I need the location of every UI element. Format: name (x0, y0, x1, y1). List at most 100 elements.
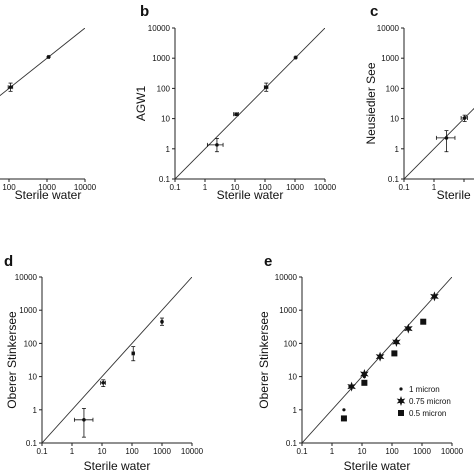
data-point-marker (131, 351, 136, 356)
data-point-marker (8, 85, 13, 89)
y-tick-label: 10000 (275, 273, 298, 282)
y-tick-label: 1 (166, 145, 171, 154)
legend-label: 0.75 micron (409, 397, 451, 406)
panel-e: 0.1 1 10 100 1000 10000 0.1 1 10 100 1000 10000 1 mi… (257, 253, 464, 473)
data-point (460, 114, 468, 122)
y-tick-label: 10000 (377, 24, 400, 33)
y-tick-label: 100 (157, 84, 171, 93)
data-point (293, 55, 298, 60)
data-point-marker (46, 55, 51, 59)
y-tick-label: 1000 (279, 306, 297, 315)
y-tick-label: 0.1 (159, 175, 171, 184)
y-axis-title: Neusiedler See (364, 62, 378, 144)
y-tick-label: 1 (395, 145, 400, 154)
x-tick-label: 0.1 (398, 183, 410, 192)
data-point-marker (82, 417, 86, 422)
x-tick-label: 1 (70, 447, 75, 456)
x-tick-label: 0.1 (296, 447, 308, 456)
data-point-marker (160, 319, 164, 324)
panel-letter: e (264, 253, 272, 270)
x-tick-label: 10000 (181, 447, 204, 456)
series-point-square (340, 415, 347, 422)
y-tick-label: 10000 (148, 24, 171, 33)
x-tick-label: 100 (258, 183, 272, 192)
x-tick-label: 1000 (286, 183, 304, 192)
y-tick-label: 100 (284, 339, 298, 348)
y-tick-label: 0.1 (26, 439, 38, 448)
x-tick-label: 1 (203, 183, 208, 192)
y-axis-title: Oberer Stinkersee (5, 311, 19, 409)
x-tick-label: 10 (231, 183, 240, 192)
x-axis-title: Sterile water (217, 188, 284, 202)
data-point-marker (462, 116, 467, 120)
series-point-square (361, 379, 368, 386)
legend-label: 1 micron (409, 385, 440, 394)
x-tick-label: 1000 (38, 183, 56, 192)
data-point (206, 138, 224, 153)
data-point-marker (234, 112, 239, 116)
x-axis-title: Sterile water (84, 459, 151, 473)
x-axis-title: Sterile water (15, 188, 82, 202)
y-tick-label: 0.1 (286, 439, 298, 448)
x-tick-label: 10000 (314, 183, 337, 192)
y-tick-label: 1 (293, 406, 298, 415)
y-axis-title: Oberer Stinkersee (257, 311, 271, 409)
x-tick-label: 100 (125, 447, 139, 456)
legend-label: 0.5 micron (409, 409, 446, 418)
legend-marker-square (398, 410, 404, 416)
series-square (340, 318, 427, 422)
y-tick-label: 10 (390, 115, 399, 124)
series-point-square (420, 318, 427, 325)
panel-d: 0.1 1 10 100 1000 10000 0.1 1 10 100 1000 10000 Ster… (4, 253, 204, 473)
x-tick-label: 0.1 (169, 183, 181, 192)
y-axis-title: AGW1 (134, 86, 148, 122)
data-point-marker (215, 143, 219, 147)
legend-marker-star (396, 396, 406, 406)
series-point-star (430, 291, 439, 302)
x-tick-label: 0.1 (36, 447, 48, 456)
reference-line (0, 28, 85, 97)
data-point (131, 346, 136, 362)
panel-letter: c (370, 3, 378, 20)
x-tick-label: 100 (385, 447, 399, 456)
series-point-dot (342, 408, 346, 412)
data-point-marker (264, 85, 269, 89)
reference-line (302, 277, 452, 443)
data-point (160, 317, 164, 326)
data-point (7, 82, 14, 92)
panel-c: 0.1 1 0.1 1 10 100 1000 10000 Sterile water Neusi… (364, 3, 474, 202)
series-point-star (404, 323, 413, 334)
series-point-star (347, 381, 356, 392)
x-tick-label: 10000 (441, 447, 464, 456)
x-tick-label: 1000 (153, 447, 171, 456)
data-point-marker (293, 55, 298, 60)
x-axis-title: Sterile water (437, 188, 474, 202)
y-tick-label: 1 (33, 406, 38, 415)
x-tick-label: 10 (358, 447, 367, 456)
legend: 1 micron 0.75 micron 0.5 micron (394, 382, 454, 424)
y-tick-label: 100 (24, 339, 38, 348)
data-point (233, 112, 239, 117)
data-point (435, 130, 456, 153)
x-tick-label: 1000 (413, 447, 431, 456)
series-point-star (375, 351, 385, 362)
data-point-marker (101, 381, 106, 385)
x-tick-label: 100 (2, 183, 16, 192)
reference-line (42, 277, 192, 443)
reference-line (175, 28, 325, 179)
data-point (100, 379, 106, 387)
x-axis-title: Sterile water (344, 459, 411, 473)
y-tick-label: 1000 (381, 54, 399, 63)
y-tick-label: 10 (161, 115, 170, 124)
x-tick-label: 10000 (74, 183, 97, 192)
series-point-square (391, 350, 398, 357)
legend-marker-dot (399, 387, 403, 391)
data-point (73, 408, 94, 438)
data-point (46, 54, 51, 59)
y-tick-label: 10000 (15, 273, 38, 282)
y-tick-label: 1000 (152, 54, 170, 63)
y-tick-label: 0.1 (388, 175, 400, 184)
series-point-star (360, 369, 369, 379)
series-star (347, 291, 439, 392)
